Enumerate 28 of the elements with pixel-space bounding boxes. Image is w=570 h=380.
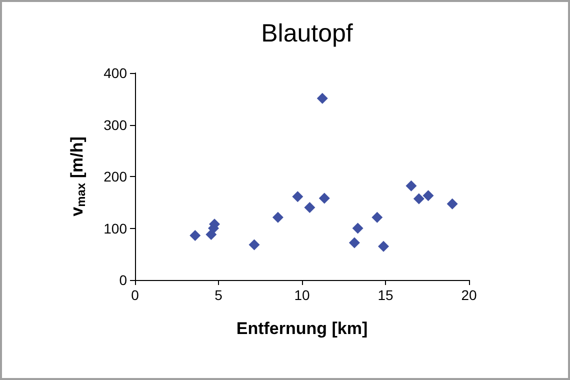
point — [348, 237, 360, 248]
point — [292, 191, 304, 202]
point — [190, 230, 201, 241]
y-tick-label: 400 — [104, 65, 128, 81]
point — [248, 239, 260, 250]
x-tick-label: 20 — [461, 287, 477, 303]
y-axis-title: vmax [m/h] — [68, 136, 88, 216]
x-tick-label: 0 — [131, 287, 140, 303]
point — [446, 198, 458, 210]
x-tick-label: 15 — [378, 287, 394, 303]
point — [372, 212, 383, 223]
x-tick-label: 10 — [294, 287, 310, 303]
point — [352, 222, 364, 234]
point — [422, 190, 434, 202]
x-axis-title: Entfernung [km] — [236, 319, 368, 338]
y-tick-label: 200 — [104, 168, 128, 184]
point — [316, 92, 328, 104]
point — [406, 180, 417, 192]
chart-title: Blautopf — [261, 20, 353, 48]
x-tick-label: 5 — [214, 287, 223, 303]
point — [304, 202, 316, 214]
point — [378, 240, 389, 252]
point — [272, 212, 284, 223]
point — [318, 192, 330, 204]
y-tick-label: 0 — [119, 272, 128, 288]
y-tick-label: 100 — [104, 220, 128, 236]
y-tick-label: 300 — [104, 116, 128, 133]
point — [413, 193, 424, 204]
